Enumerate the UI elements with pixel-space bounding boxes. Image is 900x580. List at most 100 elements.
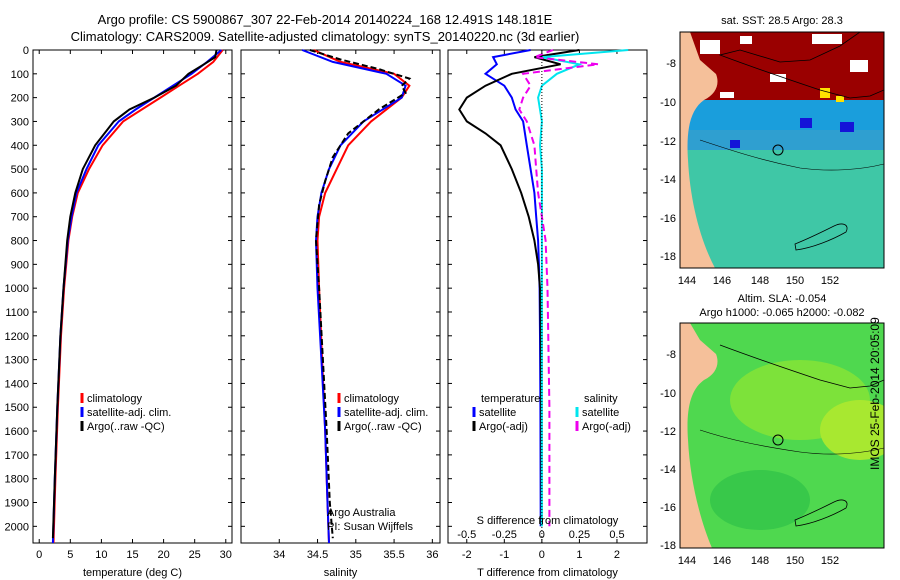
sla-lon-tick: 152 xyxy=(821,555,839,567)
sla-map xyxy=(679,322,885,549)
salinity-xlabel: salinity xyxy=(324,567,358,579)
legend-label: satellite-adj. clim. xyxy=(344,407,428,419)
sst-lon-tick: 146 xyxy=(713,275,731,287)
ytick-label: 1400 xyxy=(5,378,29,390)
xtick-label: 35.5 xyxy=(383,549,404,561)
sst-lat-tick: -8 xyxy=(666,58,676,70)
sst-lon-tick: 144 xyxy=(678,275,696,287)
legend-label: Argo(..raw -QC) xyxy=(344,421,422,433)
ytick-label: 2000 xyxy=(5,521,29,533)
sla-high-patch-2 xyxy=(820,400,884,460)
xtick-label: 0 xyxy=(539,549,545,561)
sla-lat-tick: -10 xyxy=(660,388,676,400)
ytick-label: 1800 xyxy=(5,474,29,486)
xtick-label: -1 xyxy=(499,549,509,561)
sla-lat-tick: -8 xyxy=(666,349,676,361)
title-line-2: Climatology: CARS2009. Satellite-adjuste… xyxy=(70,29,580,44)
ytick-label: 1600 xyxy=(5,426,29,438)
sla-lon-tick: 144 xyxy=(678,555,696,567)
ytick-label: 200 xyxy=(11,93,29,105)
xtick-label: 10 xyxy=(95,549,107,561)
xtick-label: -2 xyxy=(462,549,472,561)
ytick-label: 900 xyxy=(11,259,29,271)
s-diff-tick-label: -0.5 xyxy=(457,529,476,541)
sst-lon-tick: 152 xyxy=(821,275,839,287)
sst-lat-tick: -16 xyxy=(660,213,676,225)
ytick-label: 100 xyxy=(11,69,29,81)
credit-line-1: Argo Australia xyxy=(327,507,396,519)
difference-top-label: S difference from climatology xyxy=(477,515,619,527)
sst-lon-tick: 150 xyxy=(786,275,804,287)
legend-label: climatology xyxy=(87,393,143,405)
ytick-label: 1900 xyxy=(5,498,29,510)
xtick-label: 15 xyxy=(126,549,138,561)
legend-temperature-head: temperature xyxy=(481,393,540,405)
panel-frame-2 xyxy=(447,49,648,544)
sla-lat-tick: -18 xyxy=(660,540,676,552)
temperature-xlabel: temperature (deg C) xyxy=(83,567,182,579)
sla-lon-tick: 150 xyxy=(786,555,804,567)
ytick-label: 400 xyxy=(11,140,29,152)
sla-lat-tick: -12 xyxy=(660,426,676,438)
series-temperature-satellite xyxy=(483,49,542,527)
footer-timestamp: IMOS 25-Feb-2014 20:05:09 xyxy=(868,317,882,470)
xtick-label: 34 xyxy=(273,549,285,561)
xtick-label: 35 xyxy=(350,549,362,561)
xtick-label: 34.5 xyxy=(307,549,328,561)
legend-label: Argo(-adj) xyxy=(479,421,528,433)
sst-map xyxy=(679,31,885,269)
sst-lat-tick: -12 xyxy=(660,136,676,148)
sst-lat-tick: -18 xyxy=(660,251,676,263)
ytick-label: 1000 xyxy=(5,283,29,295)
ytick-label: 600 xyxy=(11,188,29,200)
series-salinity-satellite xyxy=(537,49,629,527)
sla-lat-tick: -16 xyxy=(660,502,676,514)
sla-low-patch xyxy=(710,470,810,530)
xtick-label: 30 xyxy=(220,549,232,561)
ytick-label: 1200 xyxy=(5,331,29,343)
sla-title-1: Altim. SLA: -0.054 xyxy=(738,293,827,305)
difference-xlabel: T difference from climatology xyxy=(477,567,618,579)
sla-lat-tick: -14 xyxy=(660,464,676,476)
xtick-label: 36 xyxy=(426,549,438,561)
xtick-label: 2 xyxy=(614,549,620,561)
legend-label: climatology xyxy=(344,393,400,405)
legend-label: satellite-adj. clim. xyxy=(87,407,171,419)
sst-map-frame xyxy=(679,31,885,269)
series-satellite-adj-clim- xyxy=(51,49,223,544)
ytick-label: 700 xyxy=(11,212,29,224)
sst-argo-location xyxy=(772,144,784,156)
series-temperature-argo-adj- xyxy=(458,49,580,527)
sst-title: sat. SST: 28.5 Argo: 28.3 xyxy=(721,15,843,27)
series-salinity-argo-adj- xyxy=(518,49,599,527)
legend-label: satellite xyxy=(582,407,619,419)
xtick-label: 25 xyxy=(189,549,201,561)
s-diff-tick-label: -0.25 xyxy=(492,529,517,541)
xtick-label: 5 xyxy=(67,549,73,561)
s-diff-tick-label: 0.25 xyxy=(569,529,590,541)
ytick-label: 800 xyxy=(11,236,29,248)
legend-label: Argo(..raw -QC) xyxy=(87,421,165,433)
xtick-label: 1 xyxy=(576,549,582,561)
ytick-label: 1500 xyxy=(5,402,29,414)
sla-lon-tick: 148 xyxy=(751,555,769,567)
series-satellite-adj-clim- xyxy=(301,49,407,544)
ytick-label: 300 xyxy=(11,116,29,128)
sla-land-australia xyxy=(680,323,718,548)
s-diff-tick-label: 0.5 xyxy=(609,529,624,541)
sst-land-australia xyxy=(680,32,718,268)
series-argo-raw-qc- xyxy=(309,49,412,539)
xtick-label: 0 xyxy=(36,549,42,561)
sst-lat-tick: -14 xyxy=(660,174,676,186)
panel-frame-1 xyxy=(240,49,441,544)
ytick-label: 1700 xyxy=(5,450,29,462)
ytick-label: 500 xyxy=(11,164,29,176)
ytick-label: 0 xyxy=(23,45,29,57)
legend-label: satellite xyxy=(479,407,516,419)
sla-map-frame xyxy=(679,322,885,549)
sla-title-2: Argo h1000: -0.065 h2000: -0.082 xyxy=(699,307,864,319)
legend-salinity-head: salinity xyxy=(584,393,618,405)
s-diff-tick-label: 0 xyxy=(539,529,545,541)
credit-line-2: PI: Susan Wijffels xyxy=(327,521,413,533)
